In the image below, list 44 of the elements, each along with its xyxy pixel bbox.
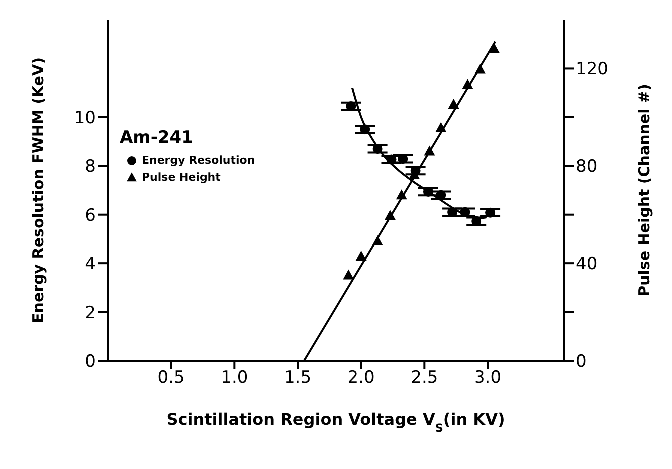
y-tick-label: 10 [74, 108, 96, 128]
point [346, 101, 356, 112]
y-axis-title: Energy Resolution FWHM (KeV) [29, 58, 48, 324]
point [343, 270, 354, 280]
point [372, 144, 383, 154]
y-tick-label: 4 [85, 254, 96, 275]
x-tick-label: 1.0 [221, 368, 248, 388]
y-tick-label: 2 [85, 303, 96, 324]
point [386, 154, 397, 165]
legend-label: Pulse Height [142, 171, 221, 184]
x-tick-label: 2.5 [411, 368, 438, 388]
point [486, 208, 496, 218]
x-tick-label: 2.0 [348, 368, 375, 388]
x-tick-label: 3.0 [474, 368, 502, 388]
point [372, 235, 384, 246]
point [398, 154, 408, 164]
point [460, 207, 470, 218]
y2-tick-label: 80 [576, 157, 598, 178]
x-axis-title: Scintillation Region Voltage V$_{S}$(in KV) [166, 410, 506, 434]
point [488, 42, 500, 53]
point [462, 79, 474, 90]
point [436, 190, 446, 200]
y-tick-label: 0 [85, 352, 96, 372]
point [472, 216, 482, 226]
point [448, 99, 460, 110]
y2-axis-title: Pulse Height (Channel #) [635, 84, 654, 297]
point [356, 250, 367, 261]
point [424, 146, 436, 156]
point [396, 190, 408, 200]
y-tick-label: 6 [85, 206, 96, 226]
point [448, 207, 458, 218]
legend-label: Energy Resolution [142, 154, 256, 167]
point [384, 210, 396, 220]
y2-tick-label: 120 [576, 60, 608, 80]
x-tick-label: 0.5 [158, 368, 185, 388]
y2-tick-label: 0 [576, 352, 587, 372]
point [423, 186, 434, 197]
legend-title: Am-241 [120, 128, 194, 148]
point [436, 122, 447, 132]
point [474, 64, 486, 74]
point [360, 124, 370, 135]
y2-tick-label: 40 [576, 254, 598, 275]
x-tick-label: 1.5 [284, 368, 312, 388]
y-tick-label: 8 [85, 157, 96, 178]
